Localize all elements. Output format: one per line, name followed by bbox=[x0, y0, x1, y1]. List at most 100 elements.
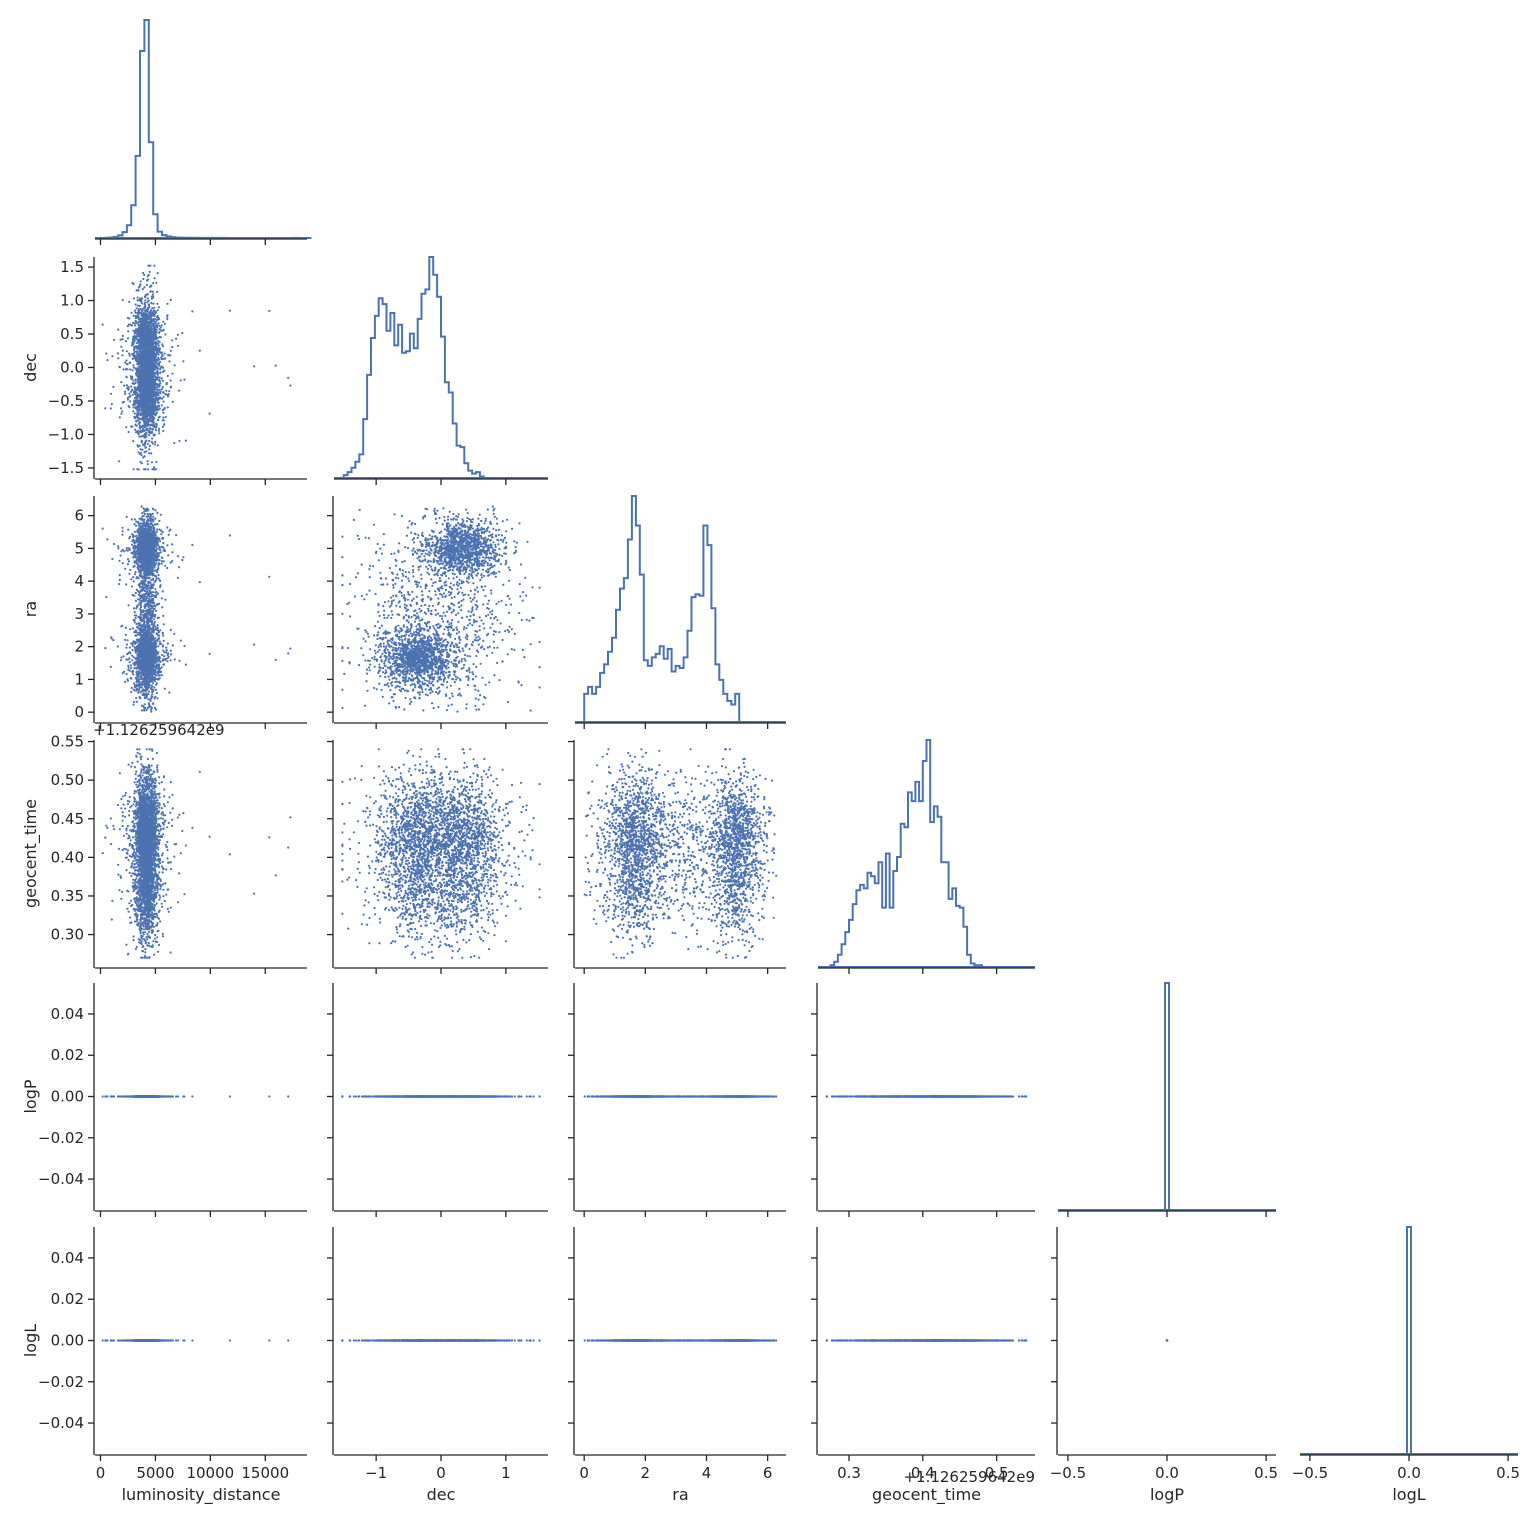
point bbox=[124, 390, 127, 393]
point bbox=[154, 399, 157, 402]
point bbox=[208, 412, 211, 415]
point bbox=[138, 378, 141, 381]
point bbox=[136, 444, 139, 447]
point bbox=[129, 368, 132, 371]
point bbox=[128, 572, 131, 575]
point bbox=[149, 264, 152, 267]
point bbox=[157, 416, 160, 419]
point bbox=[145, 422, 148, 425]
point bbox=[167, 395, 170, 398]
point bbox=[162, 411, 165, 414]
point bbox=[154, 388, 157, 391]
point bbox=[140, 709, 143, 712]
point bbox=[144, 324, 147, 327]
point bbox=[146, 297, 149, 300]
point bbox=[149, 309, 153, 312]
point bbox=[111, 355, 114, 358]
point bbox=[140, 407, 143, 410]
point bbox=[163, 352, 166, 355]
point bbox=[127, 560, 130, 563]
point bbox=[151, 408, 154, 411]
point bbox=[148, 270, 151, 273]
point bbox=[150, 373, 153, 376]
point bbox=[154, 356, 157, 359]
point bbox=[127, 668, 130, 671]
point bbox=[178, 439, 181, 442]
point bbox=[198, 349, 201, 352]
point bbox=[136, 386, 139, 390]
point bbox=[139, 375, 142, 378]
point bbox=[161, 419, 164, 422]
point bbox=[149, 315, 152, 319]
point bbox=[153, 382, 156, 385]
point bbox=[146, 512, 149, 516]
point bbox=[140, 401, 143, 404]
point bbox=[147, 384, 150, 387]
point bbox=[132, 337, 135, 340]
point bbox=[142, 368, 145, 372]
point bbox=[149, 384, 152, 387]
point bbox=[135, 333, 138, 336]
point bbox=[140, 353, 144, 356]
panel-dec-vs-dec bbox=[334, 256, 548, 485]
point bbox=[130, 311, 133, 314]
point bbox=[129, 400, 132, 403]
point bbox=[143, 451, 146, 454]
point bbox=[157, 383, 160, 387]
point bbox=[154, 337, 158, 340]
point bbox=[162, 395, 165, 398]
point bbox=[151, 358, 154, 361]
point bbox=[130, 390, 133, 393]
point bbox=[160, 404, 163, 407]
point bbox=[140, 358, 144, 361]
point bbox=[121, 299, 124, 302]
point bbox=[146, 301, 149, 304]
point bbox=[145, 308, 148, 311]
point bbox=[148, 589, 151, 592]
point bbox=[126, 316, 129, 319]
point bbox=[159, 390, 162, 394]
point bbox=[158, 350, 161, 354]
point bbox=[165, 389, 168, 392]
point bbox=[138, 327, 141, 330]
point bbox=[168, 691, 171, 694]
point bbox=[153, 620, 156, 624]
point bbox=[147, 350, 150, 353]
point bbox=[118, 365, 121, 368]
point bbox=[148, 363, 151, 366]
point bbox=[142, 322, 145, 325]
point bbox=[152, 515, 155, 518]
point bbox=[125, 426, 128, 429]
point bbox=[133, 392, 137, 395]
point bbox=[148, 379, 151, 382]
point bbox=[120, 345, 123, 348]
point bbox=[156, 324, 159, 327]
point bbox=[154, 637, 157, 640]
point bbox=[134, 358, 137, 361]
histogram-dec bbox=[342, 256, 485, 478]
point bbox=[125, 362, 128, 366]
point bbox=[151, 398, 154, 401]
point bbox=[156, 511, 159, 514]
point bbox=[147, 317, 150, 320]
point bbox=[133, 530, 137, 534]
point bbox=[166, 406, 169, 409]
point bbox=[133, 417, 136, 420]
point bbox=[151, 307, 154, 310]
point bbox=[133, 350, 136, 354]
point bbox=[150, 461, 154, 464]
point bbox=[179, 379, 182, 382]
point bbox=[177, 389, 181, 392]
y-tick-label: 0.5 bbox=[60, 325, 84, 343]
point bbox=[141, 417, 144, 420]
point bbox=[148, 341, 151, 344]
point bbox=[156, 697, 159, 700]
point bbox=[145, 372, 148, 376]
point bbox=[155, 590, 158, 594]
point bbox=[153, 277, 156, 280]
point bbox=[161, 425, 164, 428]
point bbox=[138, 608, 142, 611]
point bbox=[137, 468, 140, 471]
point bbox=[121, 530, 124, 533]
point bbox=[156, 290, 159, 293]
